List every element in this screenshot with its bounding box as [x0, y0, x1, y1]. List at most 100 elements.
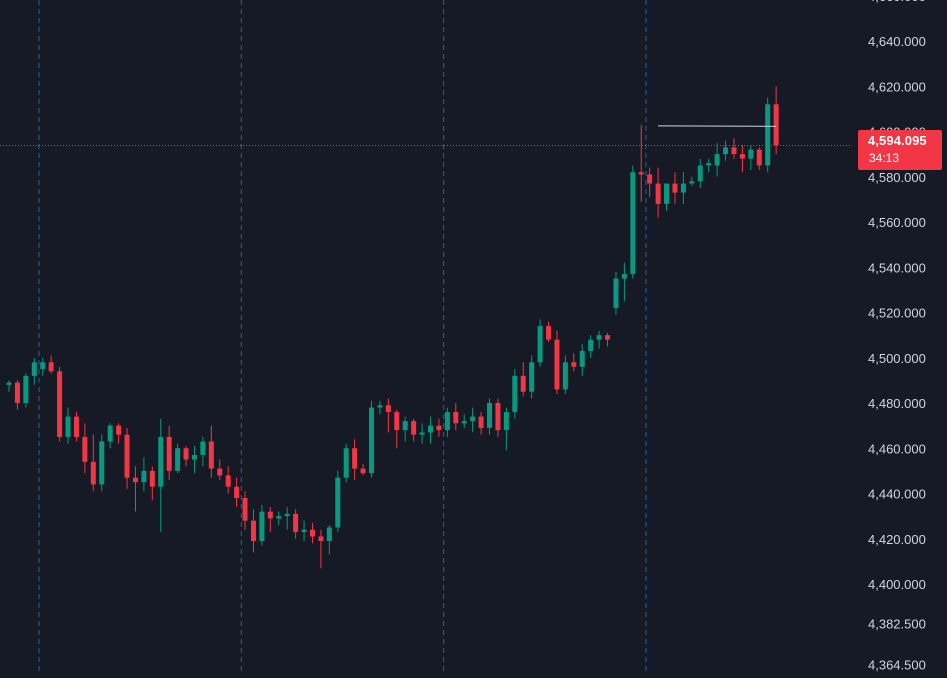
candle — [731, 138, 737, 159]
candle-body — [453, 412, 459, 424]
horizontal-ray-annotation[interactable] — [658, 125, 777, 127]
candle-body — [175, 448, 181, 471]
candle-body — [141, 470, 147, 483]
price-tick-label: 4,540.000 — [868, 260, 926, 275]
candle-body — [343, 448, 349, 478]
candle-body — [326, 527, 332, 542]
candle-body — [48, 362, 54, 372]
candle-body — [250, 520, 256, 542]
candle — [554, 330, 560, 394]
candle — [512, 369, 518, 419]
price-tick-label: 4,620.000 — [868, 79, 926, 94]
candle-body — [723, 147, 729, 155]
candle — [419, 423, 425, 444]
candle-body — [90, 461, 96, 485]
candle — [276, 511, 282, 526]
candle — [621, 262, 627, 302]
candle — [82, 423, 88, 474]
candle — [672, 172, 678, 204]
candle-body — [234, 486, 240, 499]
candle — [132, 466, 138, 512]
candle — [385, 398, 391, 433]
candle-body — [293, 513, 299, 532]
candle-body — [335, 477, 341, 528]
candle — [503, 407, 509, 451]
candle — [242, 491, 248, 530]
candle-body — [259, 511, 265, 542]
candle — [394, 409, 400, 449]
candle — [99, 434, 105, 492]
candle-body — [436, 425, 442, 431]
candle — [664, 183, 670, 211]
candle-body — [309, 529, 315, 537]
candle-body — [706, 163, 712, 166]
candle-body — [503, 412, 509, 431]
candle-body — [208, 441, 214, 469]
candle-body — [546, 326, 552, 340]
candle-body — [411, 421, 417, 435]
candle-body — [512, 375, 518, 413]
candle-body — [554, 339, 560, 390]
candle — [630, 165, 636, 279]
candle — [107, 423, 113, 449]
candle-body — [107, 425, 113, 442]
session-separators — [38, 0, 647, 673]
candle — [293, 509, 299, 539]
candle — [520, 362, 526, 397]
candle-body — [621, 274, 627, 279]
candle — [40, 357, 46, 376]
candle — [723, 140, 729, 161]
last-price-tag: 4,594.095 34:13 — [858, 130, 942, 170]
candle — [183, 445, 189, 467]
price-tick-label: 4,520.000 — [868, 306, 926, 321]
candle — [191, 445, 197, 474]
price-tick-label: 4,382.500 — [868, 617, 926, 632]
candle — [65, 407, 71, 444]
candle — [90, 434, 96, 492]
candles — [6, 86, 779, 569]
candle — [48, 355, 54, 374]
candle — [436, 418, 442, 437]
candle — [453, 403, 459, 431]
drawing-annotations[interactable] — [658, 125, 777, 127]
candle — [756, 147, 762, 170]
candle-body — [419, 432, 425, 435]
candle — [428, 416, 433, 444]
candle — [267, 507, 273, 532]
candle-body — [191, 455, 197, 460]
candle — [546, 321, 552, 342]
candle-body — [368, 407, 374, 474]
candle — [352, 439, 358, 480]
candle-body — [731, 147, 737, 155]
candle — [234, 477, 240, 508]
candle — [23, 373, 29, 408]
candle-body — [655, 183, 661, 204]
candle — [647, 167, 653, 198]
candle — [571, 353, 577, 372]
candle — [562, 355, 568, 394]
candle — [714, 142, 720, 177]
candle-body — [57, 371, 63, 437]
candle-body — [756, 149, 762, 166]
candle — [529, 355, 535, 399]
candle-body — [537, 326, 543, 363]
candle-body — [377, 405, 383, 408]
candle-body — [217, 468, 223, 476]
candle — [588, 335, 594, 358]
candle — [773, 86, 779, 155]
candle — [200, 436, 206, 467]
candle-body — [318, 536, 324, 542]
candle-body — [748, 149, 754, 159]
candle-body — [225, 475, 231, 487]
candle-body — [571, 362, 577, 367]
candle-body — [697, 165, 703, 182]
candle-body — [65, 416, 71, 437]
candle-body — [158, 436, 164, 487]
candle-body — [588, 339, 594, 351]
candle — [478, 412, 484, 435]
candle-body — [495, 403, 501, 431]
candle-body — [714, 154, 720, 166]
